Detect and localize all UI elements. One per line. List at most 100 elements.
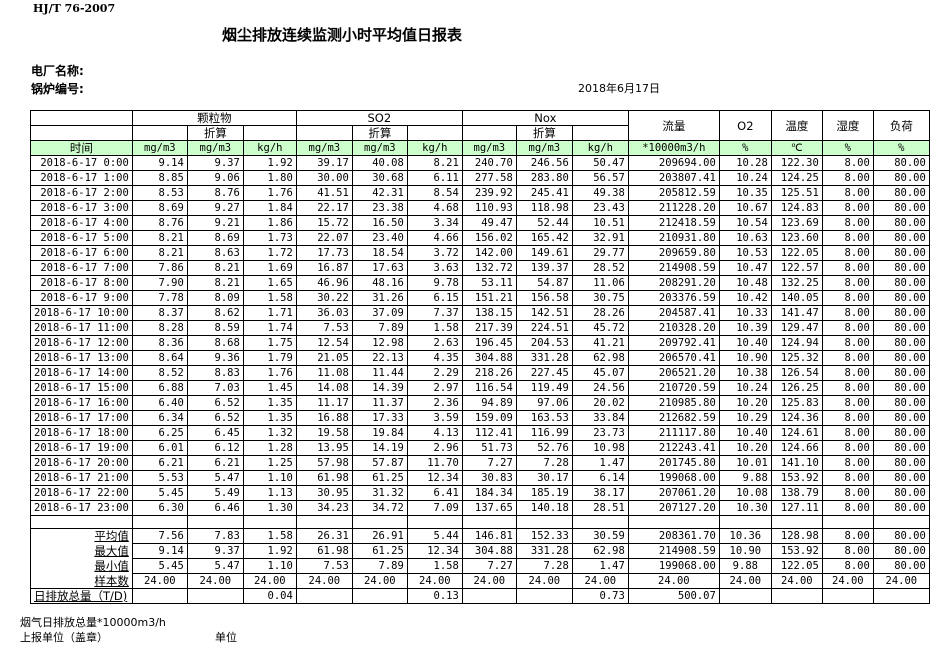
value-cell: 10.24 xyxy=(718,380,772,396)
header-blank xyxy=(406,125,463,141)
table-row: 2018-6-17 0:00 9.14 9.37 1.92 39.17 40.08 8.21… xyxy=(30,155,930,171)
value-cell: 1.73 xyxy=(242,230,297,246)
value-cell: 56.57 xyxy=(571,170,629,186)
value-cell: 156.02 xyxy=(461,230,517,246)
value-cell: 138.79 xyxy=(770,485,823,501)
table-row: 2018-6-17 5:00 8.21 8.69 1.73 22.07 23.40 4.66… xyxy=(30,230,930,246)
header-temp: 温度 xyxy=(770,110,823,141)
value-cell: 16.50 xyxy=(351,215,408,231)
value-cell: 19.84 xyxy=(351,425,408,441)
summary-value: 26.91 xyxy=(351,528,408,544)
value-cell: 210720.59 xyxy=(627,380,720,396)
value-cell: 5.45 xyxy=(131,485,188,501)
value-cell: 28.26 xyxy=(571,305,629,321)
value-cell: 30.95 xyxy=(295,485,353,501)
summary-value: 214908.59 xyxy=(627,543,720,559)
time-cell: 2018-6-17 6:00 xyxy=(30,245,133,261)
value-cell: 8.63 xyxy=(186,245,244,261)
summary-value: 152.33 xyxy=(515,528,573,544)
summary-value: 12.34 xyxy=(406,543,463,559)
summary-value xyxy=(770,588,823,604)
value-cell: 211228.20 xyxy=(627,200,720,216)
value-cell: 132.25 xyxy=(770,275,823,291)
table-row: 2018-6-17 23:00 6.30 6.46 1.30 34.23 34.72 7.0… xyxy=(30,500,930,516)
value-cell: 9.78 xyxy=(406,275,463,291)
table-row: 2018-6-17 20:00 6.21 6.21 1.25 57.98 57.87 11.… xyxy=(30,455,930,471)
value-cell: 22.13 xyxy=(351,350,408,366)
value-cell: 80.00 xyxy=(872,260,930,276)
value-cell: 97.06 xyxy=(515,395,573,411)
summary-row: 平均值 7.56 7.83 1.58 26.31 26.91 5.44 146.81 152.3… xyxy=(30,528,930,544)
value-cell: 80.00 xyxy=(872,440,930,456)
summary-value: 62.98 xyxy=(571,543,629,559)
value-cell: 13.95 xyxy=(295,440,353,456)
summary-value: 9.88 xyxy=(718,558,772,574)
summary-value: 24.00 xyxy=(351,573,408,589)
value-cell: 116.54 xyxy=(461,380,517,396)
value-cell: 34.72 xyxy=(351,500,408,516)
value-cell: 28.51 xyxy=(571,500,629,516)
value-cell: 40.08 xyxy=(351,155,408,171)
value-cell: 46.96 xyxy=(295,275,353,291)
value-cell: 6.21 xyxy=(131,455,188,471)
value-cell: 4.13 xyxy=(406,425,463,441)
value-cell: 32.91 xyxy=(571,230,629,246)
summary-value: 199068.00 xyxy=(627,558,720,574)
value-cell: 126.25 xyxy=(770,380,823,396)
value-cell: 8.00 xyxy=(821,230,874,246)
value-cell: 8.83 xyxy=(186,365,244,381)
header-group-nox: Nox xyxy=(461,110,629,126)
value-cell: 8.00 xyxy=(821,155,874,171)
value-cell: 42.31 xyxy=(351,185,408,201)
unit-cell: *10000m3/h xyxy=(627,140,720,156)
empty-cell xyxy=(718,515,772,529)
value-cell: 138.15 xyxy=(461,305,517,321)
time-cell: 2018-6-17 9:00 xyxy=(30,290,133,306)
value-cell: 7.89 xyxy=(351,320,408,336)
summary-value: 10.90 xyxy=(718,543,772,559)
value-cell: 141.47 xyxy=(770,305,823,321)
value-cell: 2.63 xyxy=(406,335,463,351)
table-row: 2018-6-17 16:00 6.40 6.52 1.35 11.17 11.37 2.3… xyxy=(30,395,930,411)
value-cell: 11.37 xyxy=(351,395,408,411)
summary-value: 24.00 xyxy=(627,573,720,589)
value-cell: 227.45 xyxy=(515,365,573,381)
table-row: 2018-6-17 11:00 8.28 8.59 1.74 7.53 7.89 1.58 2… xyxy=(30,320,930,336)
value-cell: 15.72 xyxy=(295,215,353,231)
value-cell: 1.76 xyxy=(242,185,297,201)
value-cell: 94.89 xyxy=(461,395,517,411)
value-cell: 80.00 xyxy=(872,215,930,231)
unit-label: 单位 xyxy=(215,631,237,644)
summary-value xyxy=(295,588,353,604)
summary-row: 最大值 9.14 9.37 1.92 61.98 61.25 12.34 304.88 331.… xyxy=(30,543,930,559)
value-cell: 218.26 xyxy=(461,365,517,381)
value-cell: 1.28 xyxy=(242,440,297,456)
value-cell: 14.39 xyxy=(351,380,408,396)
summary-value: 9.14 xyxy=(131,543,188,559)
value-cell: 1.32 xyxy=(242,425,297,441)
value-cell: 8.52 xyxy=(131,365,188,381)
value-cell: 118.98 xyxy=(515,200,573,216)
value-cell: 80.00 xyxy=(872,170,930,186)
summary-value: 0.13 xyxy=(406,588,463,604)
summary-value: 80.00 xyxy=(872,558,930,574)
value-cell: 38.17 xyxy=(571,485,629,501)
value-cell: 6.01 xyxy=(131,440,188,456)
value-cell: 37.09 xyxy=(351,305,408,321)
value-cell: 80.00 xyxy=(872,245,930,261)
value-cell: 8.69 xyxy=(131,200,188,216)
time-cell: 2018-6-17 17:00 xyxy=(30,410,133,426)
value-cell: 10.38 xyxy=(718,365,772,381)
table-row: 2018-6-17 15:00 6.88 7.03 1.45 14.08 14.39 2.9… xyxy=(30,380,930,396)
value-cell: 199068.00 xyxy=(627,470,720,486)
summary-value: 208361.70 xyxy=(627,528,720,544)
value-cell: 8.53 xyxy=(131,185,188,201)
value-cell: 1.72 xyxy=(242,245,297,261)
summary-value: 7.28 xyxy=(515,558,573,574)
value-cell: 8.00 xyxy=(821,320,874,336)
summary-value: 7.89 xyxy=(351,558,408,574)
value-cell: 119.49 xyxy=(515,380,573,396)
summary-value: 7.83 xyxy=(186,528,244,544)
hourly-report-table: 颗粒物 SO2 Nox 流量 O2 温度 湿度 负荷 折算 折算 折算 时间 mg/m3 mg/m3 kg/… xyxy=(30,110,930,604)
value-cell: 80.00 xyxy=(872,200,930,216)
